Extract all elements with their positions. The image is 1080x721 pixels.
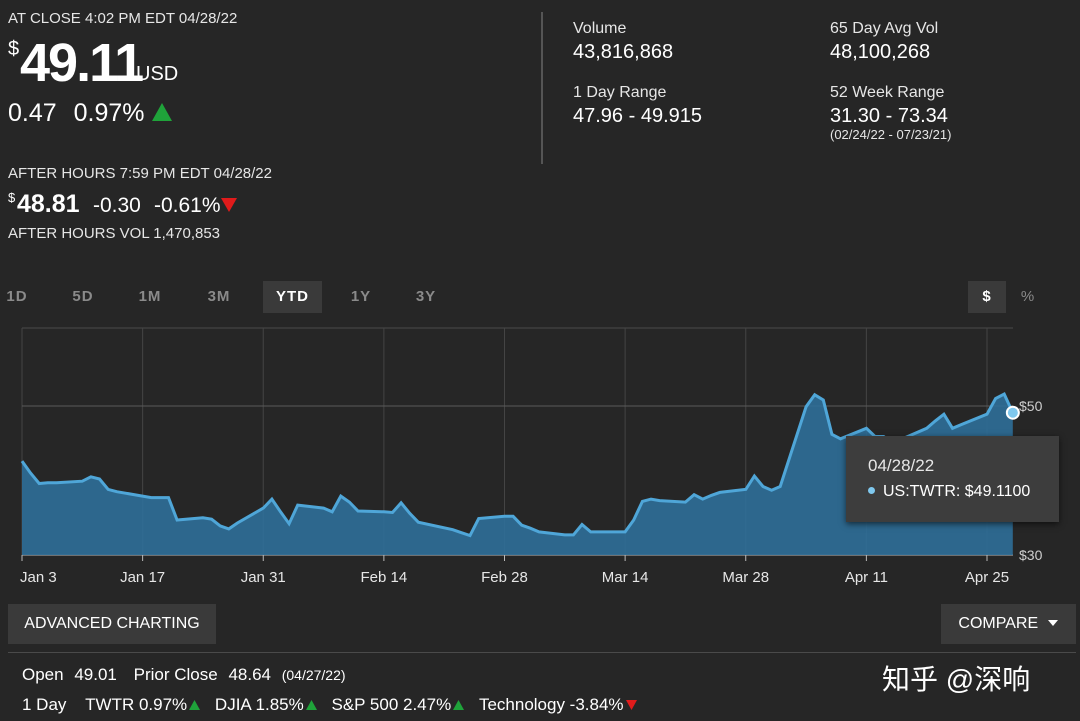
avg-vol-label: 65 Day Avg Vol <box>830 20 939 37</box>
range-3m[interactable]: 3M <box>207 288 231 305</box>
tooltip-date: 04/28/22 <box>868 456 935 475</box>
open-value: 49.01 <box>74 665 117 684</box>
range-1y[interactable]: 1Y <box>350 288 372 305</box>
x-tick-label: Apr 11 <box>845 569 888 586</box>
day-label: 1 Day <box>22 695 67 714</box>
range-1m[interactable]: 1M <box>138 288 162 305</box>
price-line <box>20 392 1015 538</box>
advanced-charting-button[interactable]: ADVANCED CHARTING <box>8 604 216 644</box>
after-hours-price-row: $ 48.81 -0.30 -0.61% <box>8 190 308 220</box>
day-range-value: 47.96 - 49.915 <box>573 105 702 127</box>
compare-button[interactable]: COMPARE <box>941 604 1076 644</box>
price-currency: USD <box>136 63 179 85</box>
footer-divider <box>8 652 1076 653</box>
ah-currency-symbol: $ <box>8 190 16 205</box>
x-tick-label: Apr 25 <box>965 569 1009 586</box>
close-timestamp: AT CLOSE 4:02 PM EDT 04/28/22 <box>8 10 238 27</box>
down-arrow-icon <box>221 198 237 212</box>
y-tick-label: $30 <box>1019 547 1043 563</box>
tooltip-label: US:TWTR: $49.1100 <box>883 483 1031 500</box>
week52-value: 31.30 - 73.34 <box>830 105 948 127</box>
x-tick-label: Jan 3 <box>20 569 57 586</box>
x-tick-label: Mar 14 <box>602 569 649 586</box>
open-row: Open 49.01 Prior Close 48.64 (04/27/22) <box>22 665 346 685</box>
price-change-row: 0.47 0.97% <box>8 99 173 128</box>
range-1d[interactable]: 1D <box>6 288 28 305</box>
down-arrow-icon <box>625 700 637 710</box>
range-ytd[interactable]: YTD <box>263 281 322 313</box>
x-tick-label: Jan 17 <box>120 569 165 586</box>
twtr-change: TWTR 0.97% <box>85 695 188 714</box>
compare-label: COMPARE <box>958 615 1039 632</box>
prior-close-date: (04/27/22) <box>281 667 346 683</box>
day-performance-row: 1 Day TWTR 0.97% DJIA 1.85% S&P 500 2.47… <box>22 695 637 715</box>
range-3y[interactable]: 3Y <box>415 288 437 305</box>
up-arrow-icon <box>152 103 173 121</box>
chevron-down-icon <box>1047 620 1058 626</box>
header-divider <box>541 12 543 164</box>
currency-symbol: $ <box>8 38 20 60</box>
unit-dollar-toggle[interactable]: $ <box>968 281 1006 313</box>
x-tick-label: Feb 14 <box>361 569 408 586</box>
y-tick-label: $50 <box>1019 398 1043 414</box>
sp500-change: S&P 500 2.47% <box>331 695 452 714</box>
after-hours-volume: AFTER HOURS VOL 1,470,853 <box>8 225 221 242</box>
watermark: 知乎 @深响 <box>882 664 1031 695</box>
volume-label: Volume <box>573 20 627 37</box>
after-hours-timestamp: AFTER HOURS 7:59 PM EDT 04/28/22 <box>8 165 272 182</box>
prior-close-value: 48.64 <box>228 665 271 684</box>
x-tick-label: Jan 31 <box>241 569 286 586</box>
series-dot-icon <box>868 487 875 494</box>
price-area <box>22 394 1013 555</box>
volume-value: 43,816,868 <box>573 41 674 63</box>
last-price: 49.11 <box>20 33 144 93</box>
x-tick-label: Mar 28 <box>722 569 769 586</box>
x-tick-label: Feb 28 <box>481 569 528 586</box>
last-point-marker <box>1005 405 1020 420</box>
week52-label: 52 Week Range <box>830 84 945 101</box>
up-arrow-icon <box>189 700 201 710</box>
up-arrow-icon <box>305 700 317 710</box>
avg-vol-value: 48,100,268 <box>830 41 931 63</box>
ah-change-pct: -0.61% <box>154 194 221 217</box>
price-change-pct: 0.97% <box>73 99 145 127</box>
price-change: 0.47 <box>8 99 57 127</box>
tech-change: Technology -3.84% <box>478 695 624 714</box>
chart-tooltip: 04/28/22 US:TWTR: $49.1100 <box>846 436 1059 522</box>
up-arrow-icon <box>453 700 465 710</box>
range-5d[interactable]: 5D <box>72 288 94 305</box>
ah-change: -0.30 <box>93 194 141 217</box>
week52-dates: (02/24/22 - 07/23/21) <box>830 127 952 142</box>
day-range-label: 1 Day Range <box>573 84 667 101</box>
tooltip-value: US:TWTR: $49.1100 <box>868 483 1030 501</box>
prior-close-label: Prior Close <box>133 665 218 684</box>
unit-percent-toggle[interactable]: % <box>1020 288 1036 305</box>
open-label: Open <box>22 665 64 684</box>
ah-price: 48.81 <box>17 190 80 218</box>
djia-change: DJIA 1.85% <box>214 695 304 714</box>
